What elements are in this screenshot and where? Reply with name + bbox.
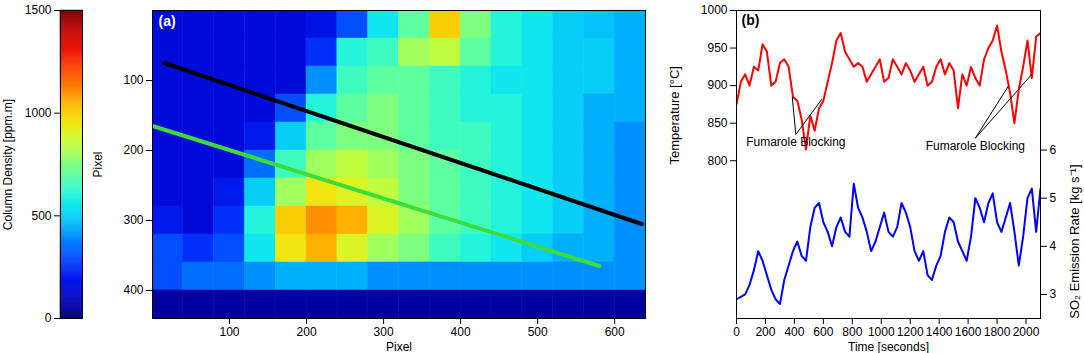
svg-text:1000: 1000 xyxy=(868,325,895,339)
svg-text:2000: 2000 xyxy=(1013,325,1040,339)
svg-text:5: 5 xyxy=(1050,191,1057,205)
svg-text:1400: 1400 xyxy=(926,325,953,339)
svg-text:0: 0 xyxy=(45,311,52,325)
svg-text:200: 200 xyxy=(123,143,143,157)
svg-text:900: 900 xyxy=(707,78,727,92)
svg-text:800: 800 xyxy=(842,325,862,339)
svg-text:500: 500 xyxy=(528,325,548,339)
svg-text:850: 850 xyxy=(707,116,727,130)
svg-text:600: 600 xyxy=(605,325,625,339)
svg-text:1000: 1000 xyxy=(701,3,728,17)
svg-text:Column Density [ppm.m]: Column Density [ppm.m] xyxy=(1,99,15,230)
svg-text:950: 950 xyxy=(707,41,727,55)
svg-text:600: 600 xyxy=(813,325,833,339)
svg-text:6: 6 xyxy=(1050,143,1057,157)
svg-text:Temperature [°C]: Temperature [°C] xyxy=(667,66,682,164)
svg-text:1600: 1600 xyxy=(955,325,982,339)
svg-text:400: 400 xyxy=(451,325,471,339)
svg-text:1000: 1000 xyxy=(25,106,52,120)
svg-text:(b): (b) xyxy=(742,12,760,28)
svg-text:SO₂ Emission Rate [kg s⁻¹]: SO₂ Emission Rate [kg s⁻¹] xyxy=(1067,165,1082,319)
svg-text:400: 400 xyxy=(784,325,804,339)
svg-text:400: 400 xyxy=(123,283,143,297)
svg-text:3: 3 xyxy=(1050,287,1057,301)
svg-text:1800: 1800 xyxy=(984,325,1011,339)
svg-text:0: 0 xyxy=(733,325,740,339)
svg-text:Fumarole Blocking: Fumarole Blocking xyxy=(926,139,1025,153)
svg-text:200: 200 xyxy=(755,325,775,339)
svg-text:300: 300 xyxy=(374,325,394,339)
svg-text:Fumarole Blocking: Fumarole Blocking xyxy=(746,135,845,149)
svg-text:100: 100 xyxy=(220,325,240,339)
svg-text:(a): (a) xyxy=(159,13,176,29)
svg-text:1200: 1200 xyxy=(897,325,924,339)
svg-text:4: 4 xyxy=(1050,239,1057,253)
svg-text:1500: 1500 xyxy=(25,3,52,17)
svg-text:Pixel: Pixel xyxy=(91,151,105,177)
svg-text:Time [seconds]: Time [seconds] xyxy=(848,340,929,353)
svg-text:200: 200 xyxy=(297,325,317,339)
svg-text:800: 800 xyxy=(707,154,727,168)
svg-text:100: 100 xyxy=(123,73,143,87)
svg-text:500: 500 xyxy=(31,209,51,223)
svg-text:300: 300 xyxy=(123,213,143,227)
svg-text:Pixel: Pixel xyxy=(386,340,412,353)
